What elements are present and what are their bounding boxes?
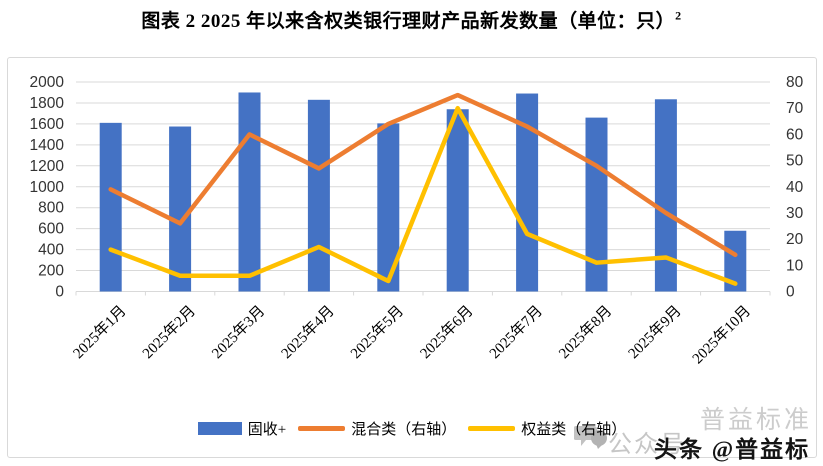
chart-canvas: 0 200 400 600 800 1000 1200 1400 1600 1800 2000 0 10… [30, 74, 804, 367]
x-axis-label: 2025年2月 [139, 302, 199, 362]
legend-item-mixed: 混合类（右轴） [298, 418, 456, 439]
chart-frame: 0 200 400 600 800 1000 1200 1400 1600 1800 2000 0 10… [7, 57, 817, 462]
equity-line-series [108, 105, 738, 286]
bar-swatch-icon [197, 422, 242, 435]
x-axis-label: 2025年3月 [209, 302, 269, 362]
bar-2025年9月 [654, 99, 677, 292]
left-axis-label: 2000 [30, 74, 65, 91]
left-axis-label: 1600 [30, 116, 65, 133]
line-swatch-icon [468, 426, 516, 431]
line-swatch-icon [298, 426, 346, 431]
left-axis-label: 1800 [30, 95, 65, 112]
left-axis-label: 600 [38, 221, 64, 238]
legend-item-fixed-income: 固收+ [197, 418, 287, 439]
legend-item-equity: 权益类（右轴） [468, 418, 626, 439]
bar-2025年7月 [516, 93, 539, 292]
bar-2025年5月 [377, 123, 400, 292]
right-axis-label: 60 [786, 126, 804, 143]
x-axis-label: 2025年1月 [70, 302, 130, 362]
bar-2025年2月 [169, 126, 192, 292]
x-axis-label: 2025年5月 [347, 302, 407, 362]
left-axis-label: 400 [38, 242, 64, 259]
x-axis-label: 2025年7月 [486, 302, 546, 362]
legend-label: 权益类（右轴） [521, 422, 627, 438]
bar-2025年3月 [238, 92, 261, 292]
mixed-line-series [108, 92, 738, 258]
right-axis-label: 0 [786, 284, 795, 301]
right-axis-label: 40 [786, 179, 804, 196]
legend-label: 混合类（右轴） [351, 422, 457, 438]
bar-2025年4月 [307, 99, 330, 292]
right-axis-label: 10 [786, 257, 804, 274]
left-axis-label: 0 [55, 284, 64, 301]
x-axis-label: 2025年8月 [556, 302, 616, 362]
left-axis-label: 1200 [30, 158, 65, 175]
legend-label: 固收+ [247, 422, 287, 438]
right-axis-label: 20 [786, 231, 804, 248]
chart-title-superscript: 2 [675, 8, 682, 23]
x-axis-label: 2025年6月 [417, 302, 477, 362]
right-axis-label: 50 [786, 153, 804, 170]
left-axis-label: 800 [38, 200, 64, 217]
left-axis-label: 1400 [30, 137, 65, 154]
x-axis-label: 2025年4月 [278, 302, 338, 362]
chart-legend: 固收+ 混合类（右轴） 权益类（右轴） [8, 418, 816, 439]
right-axis-label: 80 [786, 74, 804, 91]
chart-title-text: 图表 2 2025 年以来含权类银行理财产品新发数量（单位：只） [141, 11, 676, 32]
left-axis-label: 1000 [30, 179, 65, 196]
x-axis-label: 2025年9月 [625, 302, 685, 362]
bar-2025年1月 [99, 122, 122, 292]
x-axis-label: 2025年10月 [689, 302, 754, 367]
bar-2025年10月 [724, 230, 747, 292]
page-title: 图表 2 2025 年以来含权类银行理财产品新发数量（单位：只）2 [0, 6, 823, 33]
right-axis-label: 70 [786, 100, 804, 117]
bar-2025年8月 [585, 117, 608, 292]
right-axis-label: 30 [786, 205, 804, 222]
bar-2025年6月 [446, 109, 469, 292]
left-axis-label: 200 [38, 263, 64, 280]
